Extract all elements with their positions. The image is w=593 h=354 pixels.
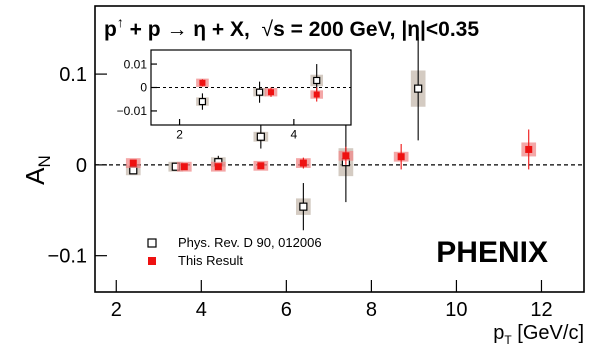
title-sqrt: √	[262, 18, 274, 41]
title-beam: p	[104, 18, 117, 41]
x-tick-label: 12	[530, 299, 552, 321]
title-arrow: →	[166, 18, 187, 41]
y-axis-label-sub: N	[35, 155, 54, 167]
marker-filled-square	[180, 163, 188, 171]
title-products: η + X,	[187, 18, 261, 41]
legend-label-this-result: This Result	[178, 253, 243, 268]
title-energy: s = 200 GeV, |η|<0.35	[273, 18, 479, 41]
x-axis-label-sub: T	[504, 333, 512, 347]
x-tick-label: 10	[445, 299, 467, 321]
inset-x-tick-label: 4	[291, 128, 298, 142]
phys-rev-point	[253, 124, 269, 149]
this-result-point	[125, 158, 141, 168]
inset-frame	[150, 49, 352, 126]
marker-filled-square	[525, 145, 533, 153]
x-tick-label: 4	[196, 299, 207, 321]
x-axis-label-main: p	[493, 322, 504, 344]
title-beam-spin: ↑	[117, 14, 124, 30]
inset-phys-rev-point	[253, 81, 266, 103]
x-axis-ticks: 2 4 6 8 10 12	[111, 280, 553, 321]
inset-marker-open-square	[198, 97, 207, 106]
x-axis-label: pT [GeV/c]	[493, 322, 584, 347]
marker-open-square	[256, 132, 265, 141]
inset-marker-filled-square	[313, 91, 320, 98]
y-axis-label: AN	[20, 155, 54, 185]
x-tick-label: 2	[111, 299, 122, 321]
inset-phys-rev-point	[196, 93, 209, 110]
chart-title: p↑ + p → η + X, √s = 200 GeV, |η|<0.35	[104, 14, 479, 41]
inset-this-result-point	[264, 87, 278, 97]
legend: Phys. Rev. D 90, 012006 This Result	[147, 235, 322, 268]
marker-filled-square	[299, 159, 307, 167]
this-result-point	[393, 144, 409, 170]
inset-marker-open-square	[255, 88, 264, 96]
marker-open-square	[299, 202, 308, 211]
x-tick-label: 8	[366, 299, 377, 321]
marker-filled-square	[257, 162, 265, 170]
marker-open-square	[414, 84, 423, 93]
y-tick-label: 0.1	[59, 64, 87, 86]
legend-marker-phys-rev	[147, 238, 157, 248]
inset-this-result-point	[196, 78, 209, 88]
marker-filled-square	[214, 163, 222, 171]
inset-this-result-point	[310, 87, 324, 102]
inset-y-axis-ticks: −0.01 0 0.01	[117, 57, 157, 118]
phys-rev-point	[410, 36, 426, 141]
marker-filled-square	[342, 152, 350, 160]
x-tick-label: 6	[281, 299, 292, 321]
y-tick-label: 0	[76, 155, 87, 177]
this-result-point	[210, 161, 226, 172]
inset-y-tick-label: 0.01	[124, 57, 148, 71]
inset-x-tick-label: 2	[176, 128, 183, 142]
marker-filled-square	[397, 153, 405, 161]
this-result-point	[176, 161, 192, 172]
x-axis-label-unit: [GeV/c]	[512, 322, 584, 344]
inset-marker-filled-square	[199, 79, 206, 86]
experiment-label: PHENIX	[436, 236, 548, 269]
this-result-point	[296, 157, 311, 169]
y-axis-label-main: A	[20, 167, 50, 185]
legend-marker-this-result	[148, 257, 156, 265]
plot-frame	[94, 5, 585, 293]
inset-marker-open-square	[313, 76, 321, 85]
this-result-point	[338, 146, 354, 165]
y-tick-label: −0.1	[48, 246, 87, 268]
title-target: + p	[124, 18, 167, 41]
inset-series-layer	[196, 64, 324, 110]
legend-label-phys-rev: Phys. Rev. D 90, 012006	[178, 235, 322, 250]
y-axis-ticks: −0.1 0 0.1	[48, 64, 107, 268]
phys-rev-point	[296, 183, 311, 231]
inset-y-tick-label: −0.01	[117, 104, 148, 118]
series-layer	[125, 36, 537, 231]
this-result-point	[521, 129, 537, 170]
inset-y-tick-label: 0	[140, 81, 147, 95]
this-result-point	[253, 160, 269, 171]
marker-filled-square	[129, 159, 137, 167]
inset-marker-filled-square	[268, 89, 274, 96]
